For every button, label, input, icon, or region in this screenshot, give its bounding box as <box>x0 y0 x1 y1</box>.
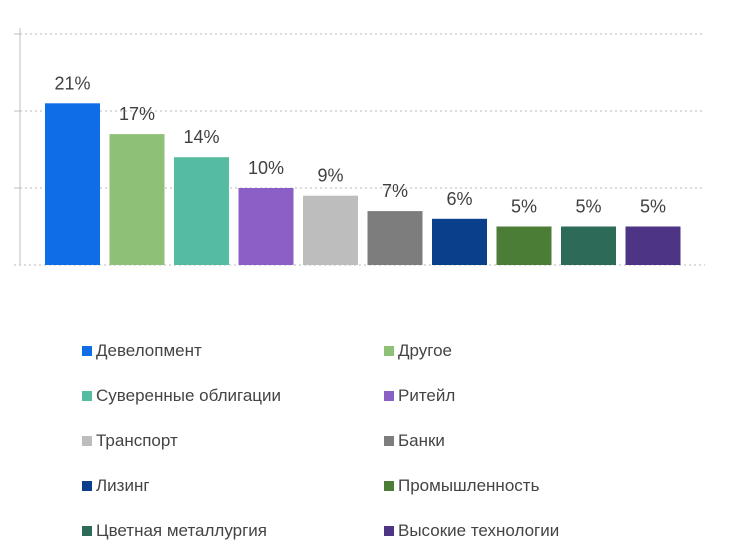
data-label-7: 6% <box>446 189 472 209</box>
legend: Девелопмент Другое Суверенные облигации Рит… <box>82 339 702 542</box>
bars-group <box>45 103 681 265</box>
legend-item-1: Девелопмент <box>82 339 384 362</box>
data-label-3: 14% <box>183 127 219 147</box>
legend-item-2: Другое <box>384 339 684 362</box>
legend-label: Промышленность <box>398 475 540 495</box>
legend-swatch <box>384 345 394 356</box>
legend-item-6: Банки <box>384 429 684 452</box>
legend-swatch <box>384 480 394 491</box>
data-label-8: 5% <box>511 197 537 217</box>
legend-swatch <box>384 435 394 446</box>
legend-item-3: Суверенные облигации <box>82 384 384 407</box>
legend-label: Девелопмент <box>96 340 202 360</box>
data-label-10: 5% <box>640 197 666 217</box>
data-label-6: 7% <box>382 181 408 201</box>
data-label-9: 5% <box>575 197 601 217</box>
legend-label: Другое <box>398 340 453 360</box>
bar-8 <box>496 226 552 265</box>
legend-label: Транспорт <box>96 430 178 450</box>
legend-label: Ритейл <box>398 385 456 405</box>
data-label-2: 17% <box>119 104 155 124</box>
bar-9 <box>561 226 616 265</box>
legend-item-5: Транспорт <box>82 429 384 452</box>
bar-4 <box>238 188 294 265</box>
bar-6 <box>367 211 423 265</box>
bar-7 <box>432 218 487 265</box>
legend-swatch <box>82 435 92 446</box>
legend-swatch <box>82 345 92 356</box>
data-label-5: 9% <box>317 166 343 186</box>
legend-label: Цветная металлургия <box>96 520 267 540</box>
bar-10 <box>625 226 681 265</box>
bar-5 <box>303 195 358 265</box>
legend-swatch <box>82 390 92 401</box>
data-labels-group: 21% 17% 14% 10% 9% 7% 6% 5% 5% 5% <box>54 73 666 216</box>
bar-2 <box>109 134 165 265</box>
legend-item-8: Промышленность <box>384 474 684 497</box>
data-label-1: 21% <box>54 73 90 93</box>
legend-label: Суверенные облигации <box>96 385 282 405</box>
legend-item-4: Ритейл <box>384 384 684 407</box>
legend-swatch <box>384 390 394 401</box>
data-label-4: 10% <box>248 158 284 178</box>
legend-item-9: Цветная металлургия <box>82 519 384 542</box>
bar-chart: 21% 17% 14% 10% 9% 7% 6% 5% 5% 5% <box>14 28 705 266</box>
bar-3 <box>174 157 229 265</box>
legend-label: Банки <box>398 430 445 450</box>
legend-swatch <box>82 480 92 491</box>
legend-label: Лизинг <box>96 475 150 495</box>
bar-1 <box>45 103 100 265</box>
legend-label: Высокие технологии <box>398 520 560 540</box>
legend-item-10: Высокие технологии <box>384 519 684 542</box>
legend-item-7: Лизинг <box>82 474 384 497</box>
legend-swatch <box>384 525 394 536</box>
legend-swatch <box>82 525 92 536</box>
